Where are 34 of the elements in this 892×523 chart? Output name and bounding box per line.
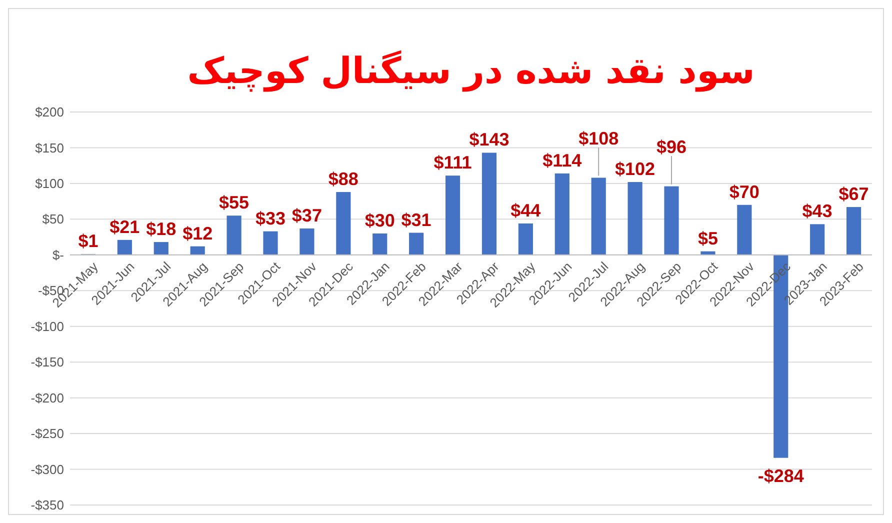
y-tick-label: -$100 xyxy=(30,318,64,334)
data-label: $96 xyxy=(656,137,687,158)
y-tick-label: -$250 xyxy=(30,426,64,442)
y-tick-label: $200 xyxy=(35,104,64,120)
data-label: $102 xyxy=(615,159,656,180)
data-label: $33 xyxy=(255,208,286,228)
data-label: $108 xyxy=(578,128,619,148)
y-tick-label: -$300 xyxy=(30,462,64,477)
data-label: $111 xyxy=(434,152,472,173)
data-label: $55 xyxy=(219,192,250,213)
y-tick-label: $- xyxy=(52,247,64,262)
data-label: $37 xyxy=(292,205,322,226)
y-tick-label: -$350 xyxy=(30,498,64,513)
data-label: $5 xyxy=(698,228,718,248)
data-label: $1 xyxy=(78,231,98,252)
data-label: $30 xyxy=(364,210,395,230)
chart-title: سود نقد شده در سیگنال کوچیک xyxy=(187,50,755,92)
data-label: $67 xyxy=(838,184,869,204)
data-label: $44 xyxy=(510,200,541,220)
data-label: $143 xyxy=(469,130,510,150)
data-label: $43 xyxy=(802,201,832,222)
data-label: $21 xyxy=(110,216,140,237)
data-label: $18 xyxy=(146,219,176,240)
y-tick-label: -$150 xyxy=(30,354,64,370)
data-label: $31 xyxy=(401,210,432,230)
data-label: $12 xyxy=(182,223,213,244)
data-label: -$284 xyxy=(758,466,804,486)
y-tick-label: $150 xyxy=(35,140,64,156)
y-tick-label: -$200 xyxy=(30,390,64,406)
data-label: $70 xyxy=(729,182,760,202)
data-label: $88 xyxy=(328,169,358,190)
y-tick-label: $50 xyxy=(42,212,64,227)
data-label: $114 xyxy=(542,150,582,170)
y-tick-label: $100 xyxy=(35,176,64,192)
